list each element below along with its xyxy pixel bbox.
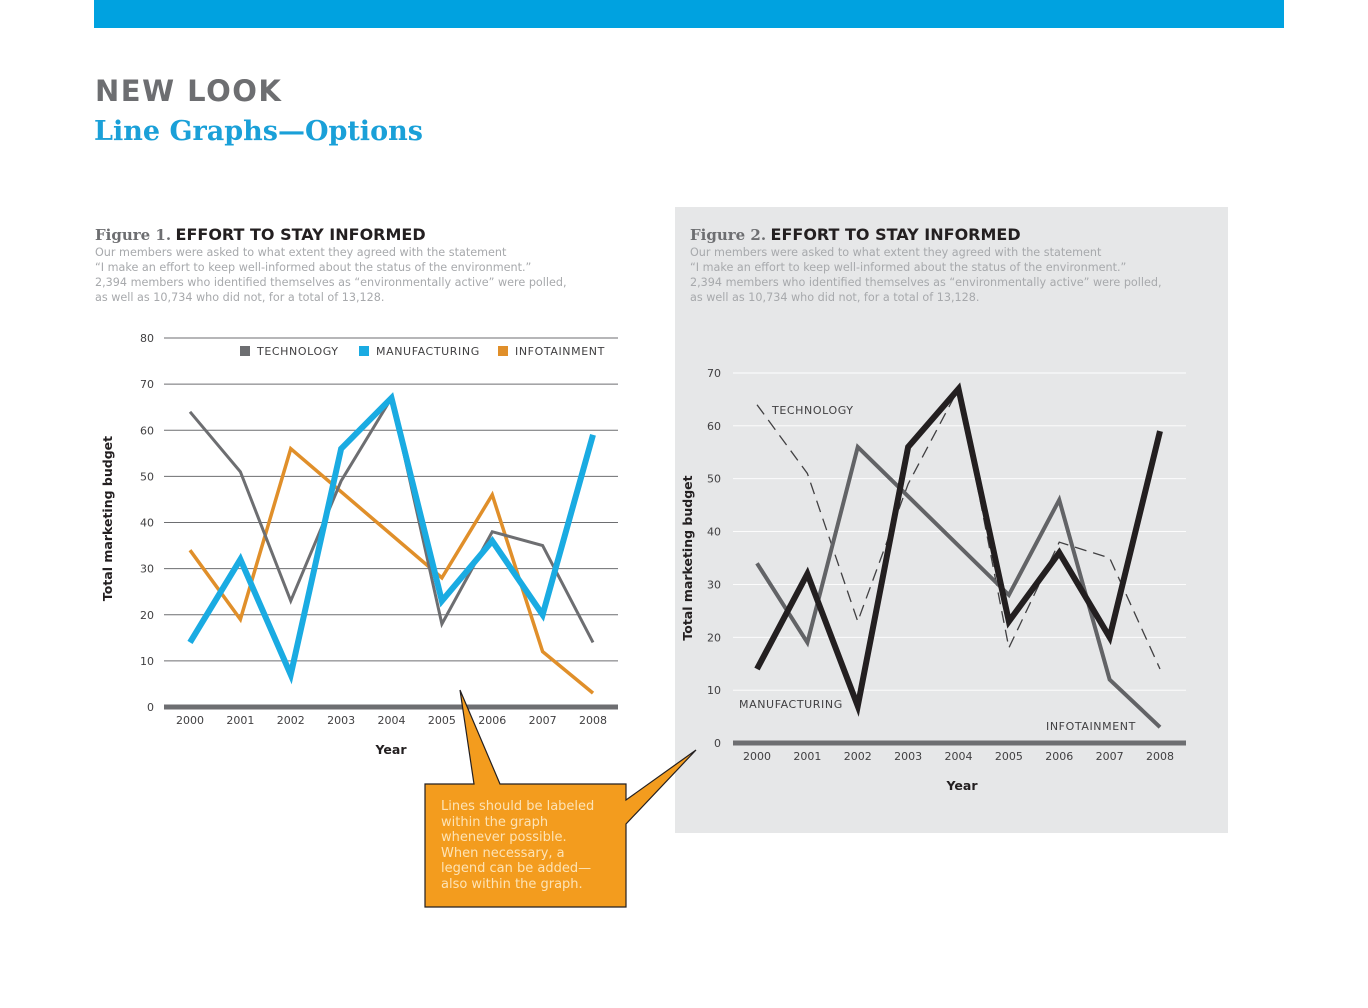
legend-label-technology: TECHNOLOGY xyxy=(256,345,339,358)
y-tick-label: 40 xyxy=(707,526,721,539)
figure2-description-line: Our members were asked to what extent th… xyxy=(690,246,1102,259)
y-tick-label: 50 xyxy=(140,470,154,483)
figure2-description-line: “I make an effort to keep well-informed … xyxy=(690,261,1127,274)
x-tick-label: 2002 xyxy=(277,714,305,727)
x-tick-label: 2007 xyxy=(1096,750,1124,763)
x-axis-title: Year xyxy=(375,742,408,757)
figure2-heading: Figure 2. EFFORT TO STAY INFORMED xyxy=(690,225,1021,245)
x-tick-label: 2001 xyxy=(793,750,821,763)
figure1-description: Our members were asked to what extent th… xyxy=(95,245,567,305)
x-tick-label: 2000 xyxy=(743,750,771,763)
page-title: NEW LOOK xyxy=(95,74,283,108)
y-tick-label: 10 xyxy=(140,655,154,668)
top-accent-bar xyxy=(94,0,1284,28)
figure2-title: EFFORT TO STAY INFORMED xyxy=(770,225,1021,244)
y-tick-label: 20 xyxy=(707,631,721,644)
y-tick-label: 30 xyxy=(707,578,721,591)
figure2-description: Our members were asked to what extent th… xyxy=(690,245,1162,305)
callout-line: whenever possible. xyxy=(441,830,567,846)
figure2-description-line: as well as 10,734 who did not, for a tot… xyxy=(690,291,980,304)
y-tick-label: 70 xyxy=(140,378,154,391)
y-tick-label: 60 xyxy=(140,424,154,437)
series-line-manufacturing xyxy=(187,392,596,685)
x-tick-label: 2005 xyxy=(428,714,456,727)
y-tick-label: 50 xyxy=(707,473,721,486)
figure1-title: EFFORT TO STAY INFORMED xyxy=(175,225,426,244)
y-tick-label: 10 xyxy=(707,684,721,697)
x-tick-label: 2006 xyxy=(478,714,506,727)
y-tick-label: 40 xyxy=(140,517,154,530)
callout-shape xyxy=(424,689,697,908)
legend-swatch-manufacturing xyxy=(359,346,369,356)
series-line-manufacturing xyxy=(754,382,1163,717)
figure1-description-line: 2,394 members who identified themselves … xyxy=(95,276,567,289)
y-tick-label: 60 xyxy=(707,420,721,433)
y-tick-label: 30 xyxy=(140,563,154,576)
x-tick-label: 2004 xyxy=(378,714,406,727)
figure1-heading: Figure 1. EFFORT TO STAY INFORMED xyxy=(95,225,426,245)
figure1-description-line: “I make an effort to keep well-informed … xyxy=(95,261,532,274)
y-tick-label: 80 xyxy=(140,332,154,345)
x-tick-label: 2002 xyxy=(844,750,872,763)
x-tick-label: 2005 xyxy=(995,750,1023,763)
y-tick-label: 20 xyxy=(140,609,154,622)
series-label-technology: TECHNOLOGY xyxy=(771,404,854,417)
callout-line: When necessary, a xyxy=(441,845,565,861)
x-tick-label: 2001 xyxy=(226,714,254,727)
callout-line: also within the graph. xyxy=(441,876,583,892)
callout-line: legend can be added— xyxy=(441,861,592,877)
y-tick-label: 70 xyxy=(707,367,721,380)
y-axis-title: Total marketing budget xyxy=(680,475,695,640)
series-line-infotainment xyxy=(188,445,595,695)
x-tick-label: 2008 xyxy=(1146,750,1174,763)
legend-label-infotainment: INFOTAINMENT xyxy=(515,345,605,358)
x-tick-label: 2004 xyxy=(945,750,973,763)
figure2-description-line: 2,394 members who identified themselves … xyxy=(690,276,1162,289)
series-line-infotainment xyxy=(755,443,1162,729)
x-tick-label: 2006 xyxy=(1045,750,1073,763)
callout-line: Lines should be labeled xyxy=(441,799,595,814)
y-tick-label: 0 xyxy=(714,737,721,750)
x-tick-label: 2007 xyxy=(529,714,557,727)
x-tick-label: 2000 xyxy=(176,714,204,727)
y-tick-label: 0 xyxy=(147,701,154,714)
legend-swatch-infotainment xyxy=(498,346,508,356)
x-axis-title: Year xyxy=(946,778,979,793)
page-subtitle: Line Graphs—Options xyxy=(94,116,423,147)
legend-label-manufacturing: MANUFACTURING xyxy=(376,345,480,358)
figure1-description-line: as well as 10,734 who did not, for a tot… xyxy=(95,291,385,304)
figure1-label: Figure 1. xyxy=(95,226,172,244)
series-label-infotainment: INFOTAINMENT xyxy=(1046,720,1136,733)
legend-swatch-technology xyxy=(240,346,250,356)
x-tick-label: 2003 xyxy=(894,750,922,763)
figure2-label: Figure 2. xyxy=(690,226,767,244)
y-axis-title: Total marketing budget xyxy=(100,436,115,601)
series-label-manufacturing: MANUFACTURING xyxy=(739,698,843,711)
callout-line: within the graph xyxy=(441,814,549,830)
figure1-description-line: Our members were asked to what extent th… xyxy=(95,246,507,259)
callout-text: Lines should be labeled within the graph… xyxy=(441,799,621,893)
x-tick-label: 2008 xyxy=(579,714,607,727)
x-tick-label: 2003 xyxy=(327,714,355,727)
